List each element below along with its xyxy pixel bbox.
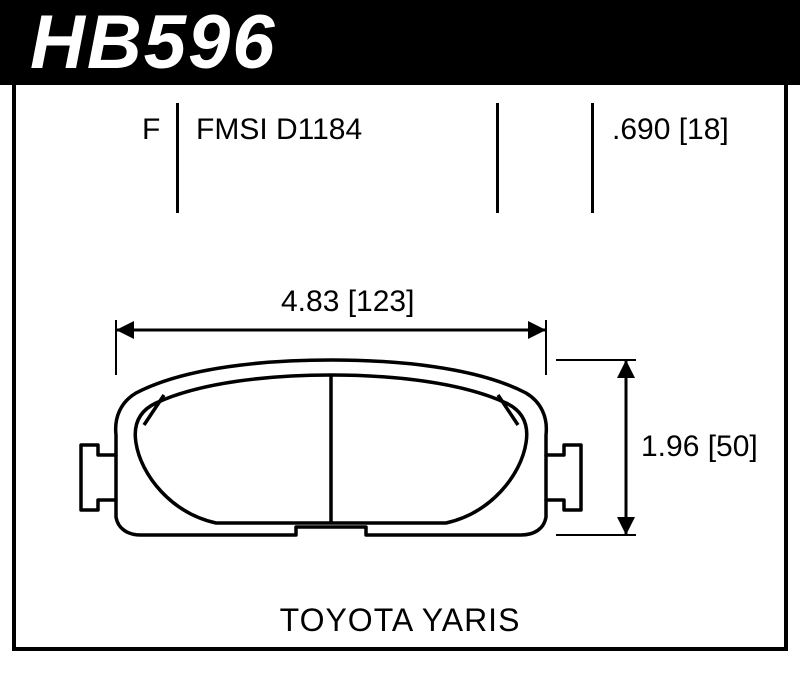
- width-dimension-arrow: [116, 320, 546, 375]
- spec-divider-2: [496, 103, 499, 213]
- header-bar: HB596: [0, 0, 800, 85]
- diagram-area: 4.83 [123] 1.96 [50]: [16, 285, 784, 647]
- spec-divider-1: [176, 103, 179, 213]
- spec-col3: .690 [18]: [612, 113, 729, 147]
- spec-col1: F: [142, 113, 160, 147]
- part-number: HB596: [30, 0, 277, 86]
- brake-pad-outline: [81, 360, 581, 535]
- spec-divider-3: [591, 103, 594, 213]
- vehicle-label: TOYOTA YARIS: [16, 602, 784, 639]
- brake-pad-diagram: [16, 285, 792, 645]
- spec-col2: FMSI D1184: [196, 113, 362, 147]
- content-frame: F FMSI D1184 .690 [18] 4.83 [123] 1.96 […: [12, 85, 788, 651]
- spec-row: F FMSI D1184 .690 [18]: [16, 103, 784, 213]
